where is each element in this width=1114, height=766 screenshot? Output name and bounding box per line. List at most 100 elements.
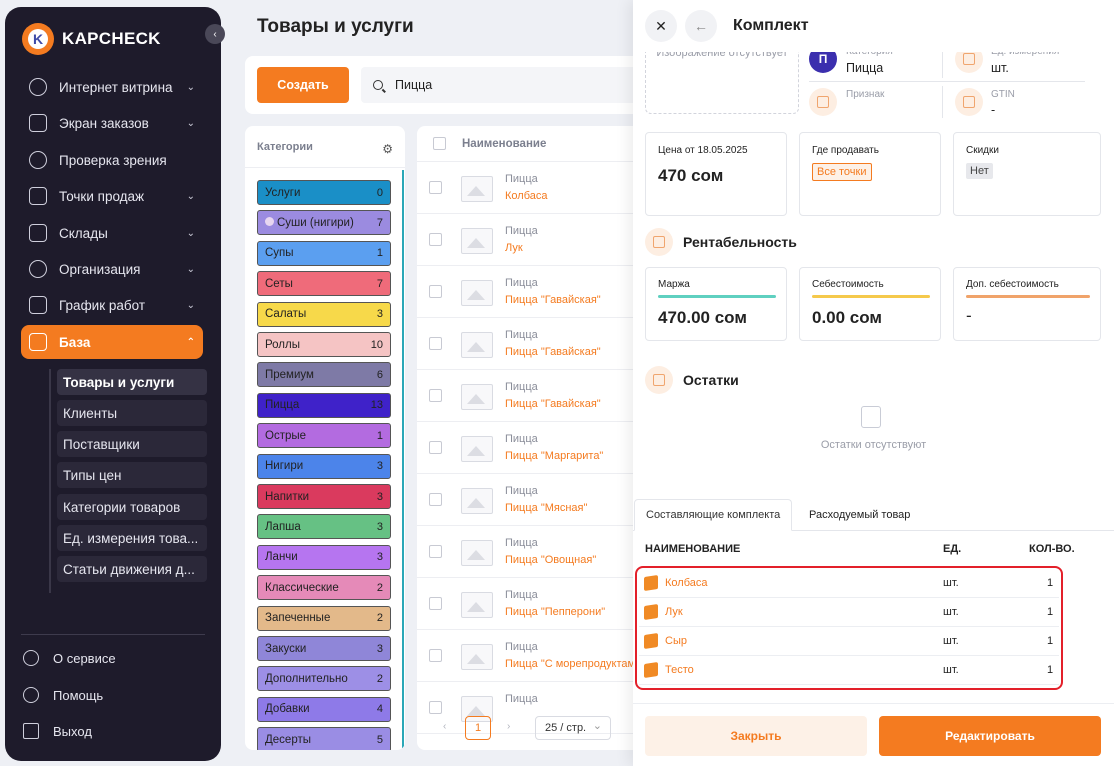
product-name[interactable]: Пицца "С морепродуктами": [505, 658, 646, 670]
category-chip[interactable]: Услуги 0: [257, 180, 391, 205]
category-name-text: Пицца: [265, 399, 300, 412]
product-name[interactable]: Пицца "Мясная": [505, 502, 588, 514]
component-name[interactable]: Сыр: [665, 635, 687, 647]
sidebar-about[interactable]: О сервисе: [23, 650, 116, 666]
table-row[interactable]: Пицца Лук: [417, 214, 657, 266]
page-1-button[interactable]: 1: [465, 716, 491, 740]
category-chip[interactable]: Острые 1: [257, 423, 391, 449]
close-button[interactable]: Закрыть: [645, 716, 867, 756]
category-chip[interactable]: Десерты 5: [257, 727, 391, 750]
cost-label: Себестоимость: [812, 279, 884, 290]
close-icon[interactable]: ✕: [645, 10, 677, 42]
logo[interactable]: K KAPCHECK: [22, 23, 161, 55]
sidebar-item-order-screen[interactable]: Экран заказов ⌄: [21, 106, 203, 140]
category-chip[interactable]: Дополнительно 2: [257, 666, 391, 692]
sidebar-item-organization[interactable]: Организация ⌄: [21, 252, 203, 286]
table-row[interactable]: Пицца Колбаса: [417, 162, 657, 214]
category-chip[interactable]: Ланчи 3: [257, 544, 391, 570]
component-name[interactable]: Тесто: [665, 664, 694, 676]
component-name[interactable]: Лук: [665, 606, 683, 618]
table-row[interactable]: Пицца Пицца "Гавайская": [417, 370, 657, 422]
category-chip[interactable]: Супы 1: [257, 240, 391, 266]
row-checkbox[interactable]: [429, 181, 442, 194]
row-checkbox[interactable]: [429, 597, 442, 610]
category-name: Лапша: [265, 521, 377, 533]
table-row[interactable]: Пицца Пицца "Овощная": [417, 526, 657, 578]
select-all-checkbox[interactable]: [433, 137, 446, 150]
search-input[interactable]: Пицца: [361, 67, 651, 103]
subnav-units[interactable]: Ед. измерения това...: [57, 525, 207, 551]
product-name[interactable]: Пицца "Гавайская": [505, 294, 601, 306]
table-row[interactable]: Пицца Пицца "Маргарита": [417, 422, 657, 474]
sidebar-item-warehouses[interactable]: Склады ⌄: [21, 216, 203, 250]
subnav-price-types[interactable]: Типы цен: [57, 462, 207, 488]
table-row[interactable]: Пицца Пицца "Пепперони": [417, 578, 657, 630]
products-header: Наименование: [417, 126, 657, 162]
category-chip[interactable]: Нигири 3: [257, 453, 391, 479]
product-name[interactable]: Колбаса: [505, 190, 548, 202]
subnav-product-categories[interactable]: Категории товаров: [57, 494, 207, 520]
sidebar-item-storefront[interactable]: Интернет витрина ⌄: [21, 70, 203, 104]
sidebar-item-database[interactable]: База ⌃: [21, 325, 203, 359]
create-button[interactable]: Создать: [257, 67, 349, 103]
row-checkbox[interactable]: [429, 649, 442, 662]
table-row[interactable]: Пицца Пицца "С морепродуктами": [417, 630, 657, 682]
subnav-products-services[interactable]: Товары и услуги: [57, 369, 207, 395]
table-row[interactable]: Пицца Пицца "Гавайская": [417, 266, 657, 318]
category-chip[interactable]: Добавки 4: [257, 696, 391, 722]
row-checkbox[interactable]: [429, 545, 442, 558]
sidebar-collapse-button[interactable]: ‹: [205, 24, 225, 44]
row-checkbox[interactable]: [429, 493, 442, 506]
category-chip[interactable]: Сеты 7: [257, 271, 391, 297]
product-name[interactable]: Пицца "Пепперони": [505, 606, 606, 618]
table-row[interactable]: Пицца Пицца "Мясная": [417, 474, 657, 526]
categories-header: Категории ⚙: [245, 126, 405, 168]
row-checkbox[interactable]: [429, 285, 442, 298]
sidebar-item-sales-points[interactable]: Точки продаж ⌄: [21, 179, 203, 213]
page-size-select[interactable]: 25 / стр.: [535, 716, 611, 740]
category-chip[interactable]: Салаты 3: [257, 301, 391, 327]
table-row[interactable]: Лук шт. 1: [639, 598, 1059, 627]
product-name[interactable]: Пицца "Гавайская": [505, 346, 601, 358]
sidebar-logout[interactable]: Выход: [23, 723, 92, 739]
back-arrow-icon[interactable]: ←: [685, 10, 717, 42]
sidebar-item-schedule[interactable]: График работ ⌄: [21, 288, 203, 322]
sidebar-help[interactable]: Помощь: [23, 687, 103, 703]
category-chip[interactable]: Премиум 6: [257, 362, 391, 388]
product-name[interactable]: Пицца "Гавайская": [505, 398, 601, 410]
category-chip[interactable]: Суши (нигири) 7: [257, 210, 391, 236]
row-checkbox[interactable]: [429, 441, 442, 454]
gear-icon[interactable]: ⚙: [382, 142, 393, 156]
category-chip[interactable]: Пицца 13: [257, 392, 391, 418]
row-checkbox[interactable]: [429, 233, 442, 246]
tab-consumables[interactable]: Расходуемый товар: [809, 509, 911, 521]
next-page-button[interactable]: ›: [507, 721, 511, 732]
component-name[interactable]: Колбаса: [665, 577, 708, 589]
edit-button[interactable]: Редактировать: [879, 716, 1101, 756]
category-chip[interactable]: Запеченные 2: [257, 605, 391, 631]
category-chip[interactable]: Лапша 3: [257, 514, 391, 540]
table-row[interactable]: Сыр шт. 1: [639, 627, 1059, 656]
tab-kit-components[interactable]: Составляющие комплекта: [634, 499, 793, 531]
scrollbar[interactable]: [402, 170, 404, 750]
sidebar-item-vision-check[interactable]: Проверка зрения: [21, 143, 203, 177]
table-row[interactable]: Тесто шт. 1: [639, 656, 1059, 685]
table-row[interactable]: Пицца Пицца "Гавайская": [417, 318, 657, 370]
category-name-text: Услуги: [265, 186, 301, 199]
product-name[interactable]: Лук: [505, 242, 523, 254]
category-chip[interactable]: Напитки 3: [257, 484, 391, 509]
product-name[interactable]: Пицца "Маргарита": [505, 450, 604, 462]
category-chip[interactable]: Закуски 3: [257, 636, 391, 661]
logout-icon: [23, 723, 39, 739]
prev-page-button[interactable]: ‹: [443, 721, 447, 732]
category-chip[interactable]: Роллы 10: [257, 332, 391, 357]
subnav-clients[interactable]: Клиенты: [57, 400, 207, 426]
product-name[interactable]: Пицца "Овощная": [505, 554, 597, 566]
subnav-suppliers[interactable]: Поставщики: [57, 431, 207, 457]
row-checkbox[interactable]: [429, 701, 442, 714]
table-row[interactable]: Колбаса шт. 1: [639, 569, 1059, 598]
category-chip[interactable]: Классические 2: [257, 575, 391, 601]
subnav-cash-flow-items[interactable]: Статьи движения д...: [57, 556, 207, 582]
row-checkbox[interactable]: [429, 389, 442, 402]
row-checkbox[interactable]: [429, 337, 442, 350]
